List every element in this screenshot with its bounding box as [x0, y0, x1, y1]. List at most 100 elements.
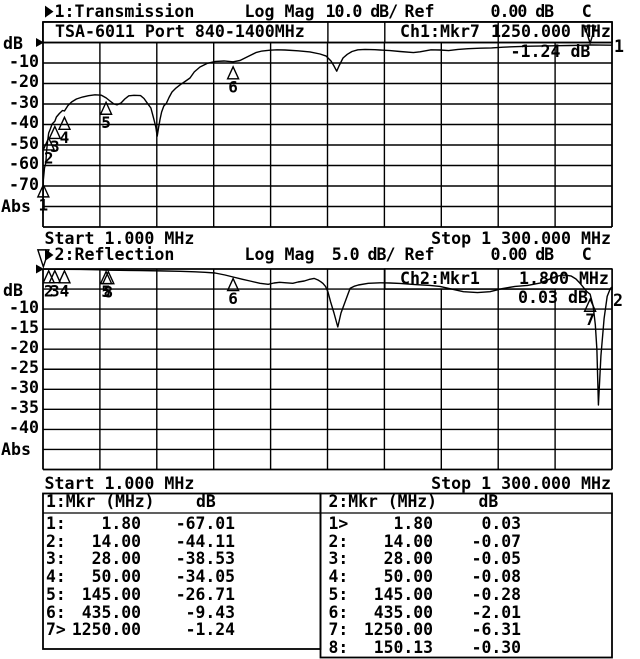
ch2-marker-readout-freq: 1.800 MHz: [519, 268, 609, 288]
marker-row-label: 6:: [46, 602, 66, 622]
marker-row-label: 1:: [46, 514, 66, 533]
ch2-start-freq[interactable]: Start 1.000 MHz: [44, 474, 195, 493]
marker-row-freq: 50.00: [383, 567, 433, 587]
marker-symbol: [48, 269, 62, 284]
marker-table-right-db-header: dB: [478, 492, 499, 511]
ch1-title: TSA-6011 Port 840-1400MHz: [55, 22, 305, 41]
y-axis-tick-label: -40: [9, 113, 39, 133]
marker-number: 6: [228, 77, 238, 96]
ch1-ref-label: Ref: [404, 1, 435, 21]
marker-row-freq: 14.00: [383, 531, 433, 551]
marker-number: 5: [101, 113, 111, 132]
marker-row-db: -26.71: [175, 584, 235, 604]
ch1-ref-pointer: [36, 38, 44, 47]
marker-row-freq: 435.00: [373, 602, 433, 622]
marker-row-db: -38.53: [175, 549, 235, 569]
marker-number: 8: [104, 282, 114, 301]
marker-row-freq: 28.00: [383, 549, 433, 569]
marker-row-label: 5:: [328, 584, 349, 604]
marker-row-label: 8:: [328, 638, 349, 658]
marker-symbol: [57, 115, 72, 131]
ch2-cal-indicator: C: [581, 245, 592, 264]
ch2-trace: [42, 268, 613, 406]
marker-number: 7: [585, 310, 595, 329]
marker-number: 4: [60, 128, 70, 147]
ch2-trace-label[interactable]: 2:Reflection: [54, 245, 175, 264]
marker-row-freq: 145.00: [373, 584, 433, 604]
marker-row-db: -0.05: [471, 549, 521, 569]
y-axis-tick-label: -10: [9, 297, 39, 317]
marker-row-label: 3:: [46, 549, 66, 569]
marker-row-db: -67.01: [175, 514, 235, 533]
ch1-format-label[interactable]: Log Mag: [244, 1, 315, 21]
marker-symbol: [36, 183, 50, 198]
marker-row-freq: 145.00: [81, 584, 141, 604]
y-axis-tick-label: -20: [9, 72, 39, 92]
marker-symbol: [226, 65, 240, 80]
marker-number: 6: [228, 289, 238, 308]
marker-row-db: -0.30: [471, 638, 521, 658]
ch1-start-freq[interactable]: Start 1.000 MHz: [44, 229, 195, 249]
y-axis-tick-label: -30: [9, 378, 39, 397]
marker-row-label: 7>: [46, 620, 66, 640]
marker-row-db: -0.07: [471, 531, 521, 551]
marker-row-freq: 1250.00: [363, 620, 433, 640]
ch2-scale-value[interactable]: 5.0 dB/: [331, 245, 396, 264]
ch1-cal-indicator: C: [581, 1, 592, 21]
y-axis-tick-label: -35: [9, 398, 39, 418]
ch1-ref-value[interactable]: 0.00 dB: [490, 1, 555, 21]
marker-row-freq: 28.00: [91, 549, 141, 569]
y-axis-tick-label: -40: [9, 418, 39, 438]
y-axis-unit-label: dB: [3, 34, 23, 54]
marker-row-freq: 14.00: [91, 531, 141, 551]
y-axis-tick-label: -70: [9, 174, 39, 194]
ch1-marker-readout-label: Ch1:Mkr7: [400, 22, 480, 41]
marker-symbol: [583, 297, 597, 312]
y-axis-tick-label: -15: [9, 317, 39, 337]
marker-row-label: 5:: [46, 584, 66, 604]
marker-number: 4: [60, 281, 70, 300]
ch2-format-label[interactable]: Log Mag: [244, 245, 315, 264]
marker-row-freq: 1.80: [393, 514, 433, 533]
marker-row-db: -2.01: [471, 602, 521, 622]
marker-number: 2: [44, 149, 54, 168]
marker-row-label: 3:: [328, 549, 349, 569]
ch2-stop-freq[interactable]: Stop 1 300.000 MHz: [431, 474, 611, 493]
active-marker-symbol: [583, 25, 597, 46]
y-axis-tick-label: -20: [9, 337, 39, 357]
marker-row-db: -44.11: [175, 531, 235, 551]
ch1-stop-freq[interactable]: Stop 1 300.000 MHz: [431, 229, 611, 249]
marker-row-db: -0.08: [471, 567, 521, 587]
ch2-marker-readout-value: 0.03 dB: [518, 288, 588, 307]
marker-number: 3: [50, 281, 60, 300]
marker-row-db: -34.05: [175, 567, 235, 587]
y-axis-tick-label: -10: [9, 51, 39, 71]
marker-number: 1: [39, 195, 49, 214]
y-axis-bottom-label: Abs: [1, 439, 31, 459]
marker-row-db: -6.31: [471, 620, 521, 640]
marker-table-right-border: [319, 492, 613, 659]
marker-row-label: 4:: [328, 567, 349, 587]
marker-row-freq: 435.00: [81, 602, 141, 622]
y-axis-tick-label: -30: [9, 92, 39, 112]
ch2-ref-pointer: [36, 264, 44, 274]
marker-symbol: [101, 270, 115, 285]
marker-row-label: 1>: [328, 514, 349, 533]
marker-row-freq: 1.80: [101, 514, 141, 533]
marker-row-db: -9.43: [185, 602, 235, 622]
ch2-ref-value[interactable]: 0.00 dB: [490, 245, 555, 264]
marker-number: 2: [44, 281, 54, 300]
ch1-scale-value[interactable]: 10.0 dB/: [325, 1, 399, 21]
marker-table-left-title: 1:Mkr (MHz): [46, 492, 155, 511]
ch1-header-pointer: [45, 5, 54, 18]
ch1-marker-readout-value: -1.24 dB: [510, 42, 591, 61]
marker-row-freq: 150.13: [373, 638, 433, 658]
ch2-header-pointer: [45, 249, 54, 261]
marker-row-db: -0.28: [471, 584, 521, 604]
ch2-ref-label: Ref: [404, 245, 435, 264]
ch1-trace-label[interactable]: 1:Transmission: [54, 1, 195, 21]
marker-row-freq: 1250.00: [71, 620, 141, 640]
ch2-trace-number: 2: [613, 291, 623, 310]
y-axis-tick-label: -25: [9, 357, 39, 377]
